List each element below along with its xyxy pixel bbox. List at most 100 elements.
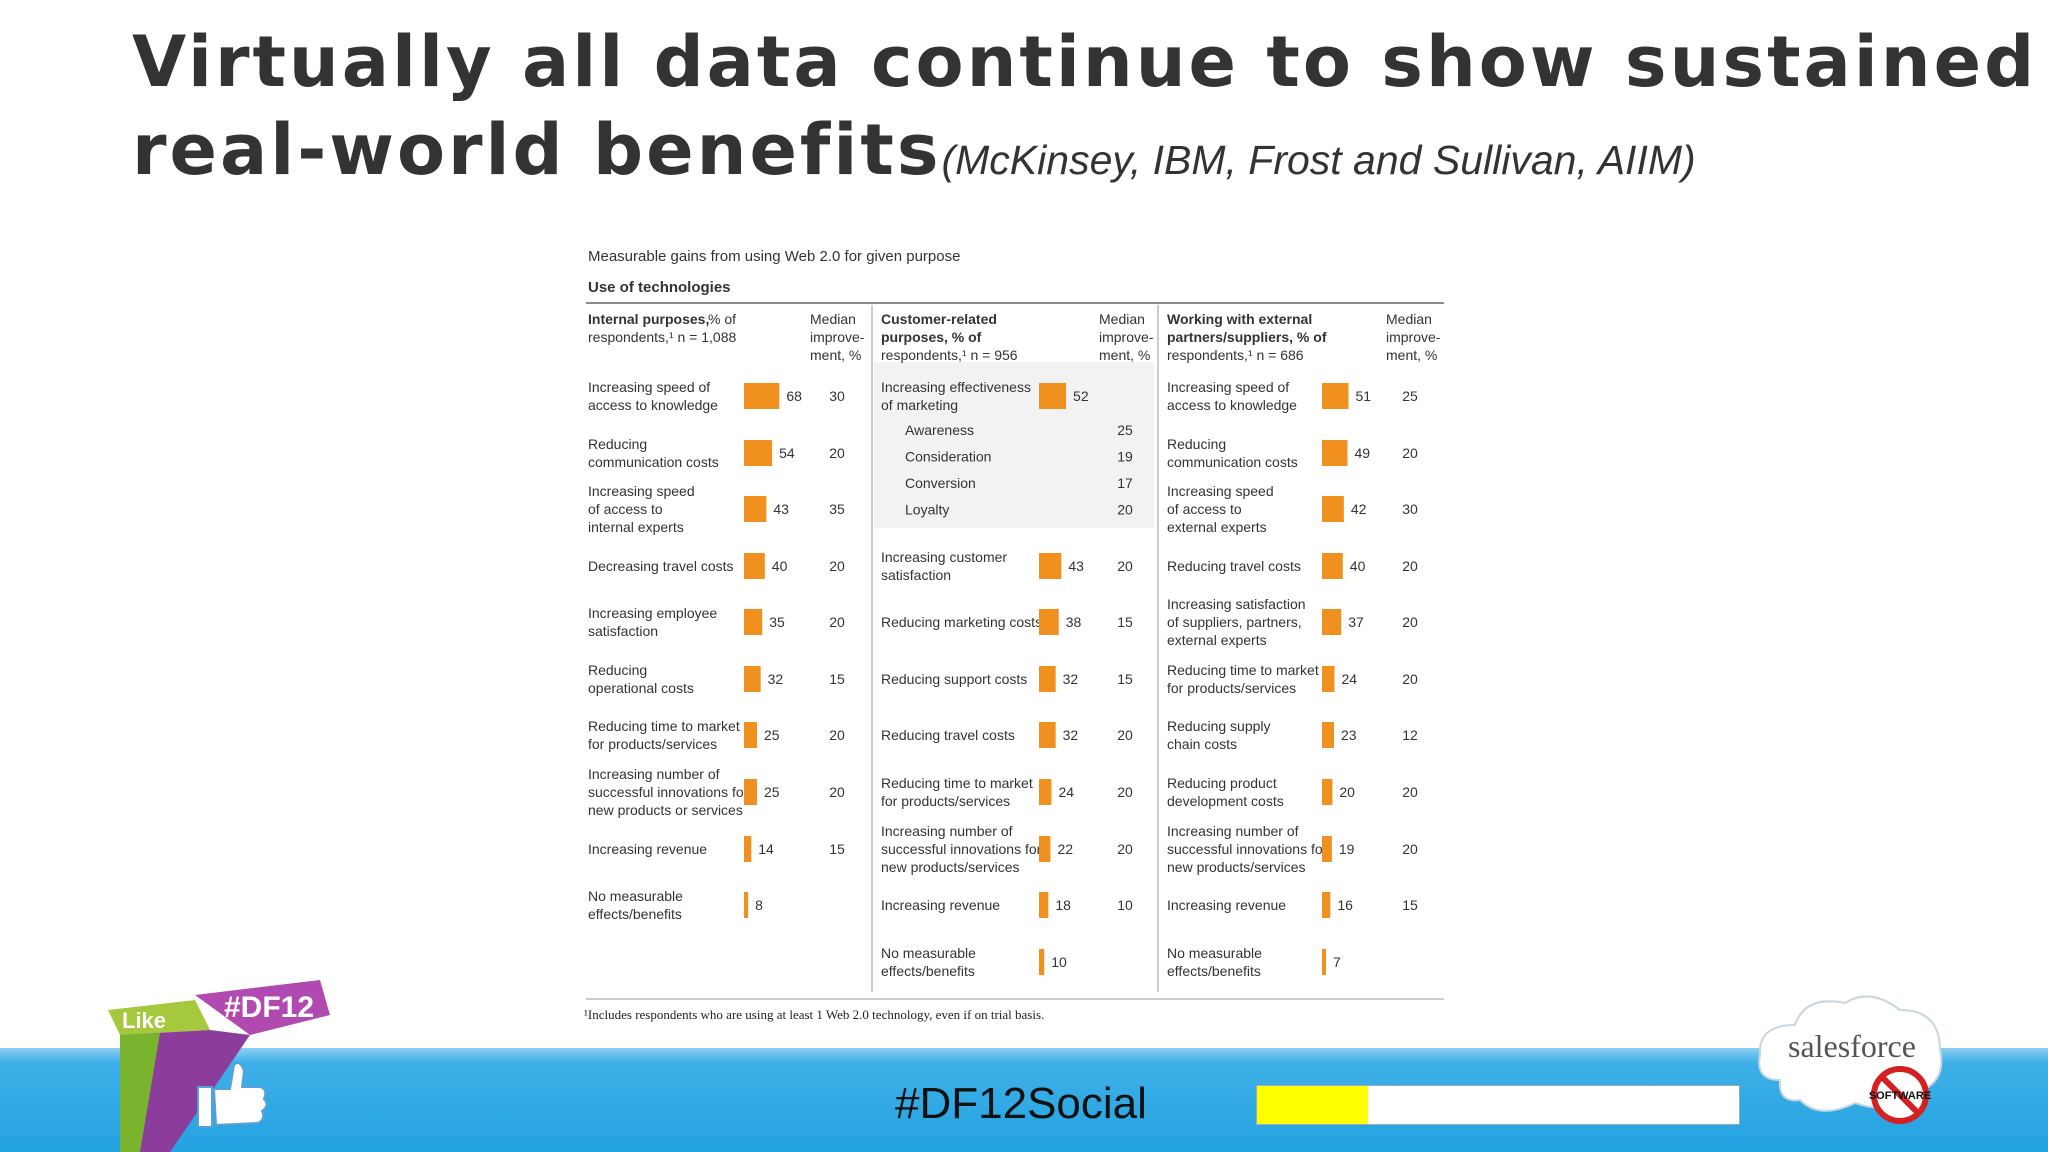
median-header: ment, % xyxy=(810,347,861,363)
row-label: for products/services xyxy=(588,736,717,752)
row-label: for products/services xyxy=(881,793,1010,809)
median-value: 20 xyxy=(1117,841,1133,857)
bar xyxy=(744,440,773,466)
marketing-sub-bg xyxy=(874,362,1154,528)
bar-value: 40 xyxy=(772,558,788,574)
bar xyxy=(1039,949,1045,975)
logo-beam-green xyxy=(120,1033,160,1152)
row-label: Reducing xyxy=(588,662,647,678)
row-label: access to knowledge xyxy=(588,397,718,413)
median-value: 10 xyxy=(1117,897,1133,913)
bar-value: 35 xyxy=(769,614,785,630)
bar xyxy=(1039,722,1056,748)
chart-title: Measurable gains from using Web 2.0 for … xyxy=(588,248,960,265)
row-label: Reducing xyxy=(1167,436,1226,452)
panel-header-bold: Internal purposes, xyxy=(588,311,709,327)
bar xyxy=(744,779,757,805)
thumbs-up-icon xyxy=(197,1062,268,1128)
median-value: 20 xyxy=(829,445,845,461)
bar-value: 37 xyxy=(1348,614,1364,630)
bar-value: 68 xyxy=(786,388,802,404)
bar-value: 25 xyxy=(764,727,780,743)
panel-header: respondents,¹ n = 956 xyxy=(881,347,1018,363)
row-label: effects/benefits xyxy=(1167,963,1261,979)
slide-title: Virtually all data continue to show sust… xyxy=(132,18,2037,204)
row-label: Increasing employee xyxy=(588,605,717,621)
median-value: 20 xyxy=(1402,841,1418,857)
title-line1: Virtually all data continue to show sust… xyxy=(132,21,2038,103)
row-label: external experts xyxy=(1167,519,1267,535)
bar xyxy=(1322,496,1344,522)
row-label: Reducing product xyxy=(1167,775,1277,791)
row-label: successful innovations for xyxy=(1167,841,1328,857)
chart-footnote: ¹Includes respondents who are using at l… xyxy=(584,1007,1044,1022)
bar-value: 51 xyxy=(1356,388,1372,404)
bar-value: 20 xyxy=(1339,784,1355,800)
row-label: communication costs xyxy=(1167,454,1298,470)
hashtag: #DF12Social xyxy=(895,1079,1147,1128)
row-label: No measurable xyxy=(1167,945,1262,961)
row-label: Increasing customer xyxy=(881,549,1007,565)
median-value: 20 xyxy=(1402,614,1418,630)
bar-value: 43 xyxy=(1068,558,1084,574)
bar xyxy=(1039,553,1062,579)
median-value: 30 xyxy=(829,388,845,404)
row-label: No measurable xyxy=(881,945,976,961)
row-label: Increasing speed xyxy=(1167,483,1274,499)
sub-row-label: Awareness xyxy=(905,422,974,438)
row-label: external experts xyxy=(1167,632,1267,648)
row-label: Increasing speed of xyxy=(588,379,710,395)
bar xyxy=(744,892,749,918)
df12-like-logo: #DF12 Like xyxy=(108,980,330,1152)
median-value: 12 xyxy=(1402,727,1418,743)
row-label: Increasing revenue xyxy=(1167,897,1286,913)
row-label: operational costs xyxy=(588,680,694,696)
row-label: of access to xyxy=(588,501,663,517)
like-badge-text: Like xyxy=(122,1008,166,1033)
median-value: 15 xyxy=(829,671,845,687)
bar-value: 38 xyxy=(1066,614,1082,630)
sub-median-value: 17 xyxy=(1117,475,1133,491)
bar xyxy=(1322,779,1333,805)
bar-value: 42 xyxy=(1351,501,1367,517)
bar xyxy=(744,836,752,862)
bar-value: 10 xyxy=(1051,954,1067,970)
row-label: successful innovations for xyxy=(881,841,1042,857)
bar-value: 19 xyxy=(1339,841,1355,857)
row-label: effects/benefits xyxy=(588,906,682,922)
row-label: Reducing xyxy=(588,436,647,452)
bar-value: 32 xyxy=(768,671,784,687)
bar-value: 7 xyxy=(1333,954,1341,970)
bar-value: 14 xyxy=(758,841,774,857)
row-label: successful innovations for xyxy=(588,784,749,800)
salesforce-logo: salesforce SOFTWARE xyxy=(1758,995,1943,1124)
bar xyxy=(1322,892,1331,918)
median-value: 20 xyxy=(1402,671,1418,687)
bar xyxy=(1322,722,1334,748)
no-software-icon: SOFTWARE xyxy=(1869,1066,1931,1124)
bar xyxy=(1039,383,1067,409)
row-label: satisfaction xyxy=(881,567,951,583)
bar-value: 43 xyxy=(773,501,789,517)
row-label: of access to xyxy=(1167,501,1242,517)
bar xyxy=(744,666,761,692)
bar xyxy=(1322,609,1342,635)
row-label: Decreasing travel costs xyxy=(588,558,734,574)
bar xyxy=(1322,440,1348,466)
bar xyxy=(1322,553,1343,579)
row-label: Increasing number of xyxy=(588,766,720,782)
row-label: communication costs xyxy=(588,454,719,470)
row-label: Increasing speed xyxy=(588,483,695,499)
bar-value: 49 xyxy=(1354,445,1370,461)
bar xyxy=(744,553,765,579)
row-label: of marketing xyxy=(881,397,958,413)
bar xyxy=(1322,383,1349,409)
median-header: improve- xyxy=(810,329,865,345)
title-line2: real-world benefits xyxy=(132,109,942,191)
bar-value: 24 xyxy=(1058,784,1074,800)
bar xyxy=(744,383,780,409)
median-header: Median xyxy=(1099,311,1145,327)
row-label: Increasing effectiveness xyxy=(881,379,1031,395)
row-label: Reducing marketing costs xyxy=(881,614,1042,630)
row-label: Increasing number of xyxy=(1167,823,1299,839)
